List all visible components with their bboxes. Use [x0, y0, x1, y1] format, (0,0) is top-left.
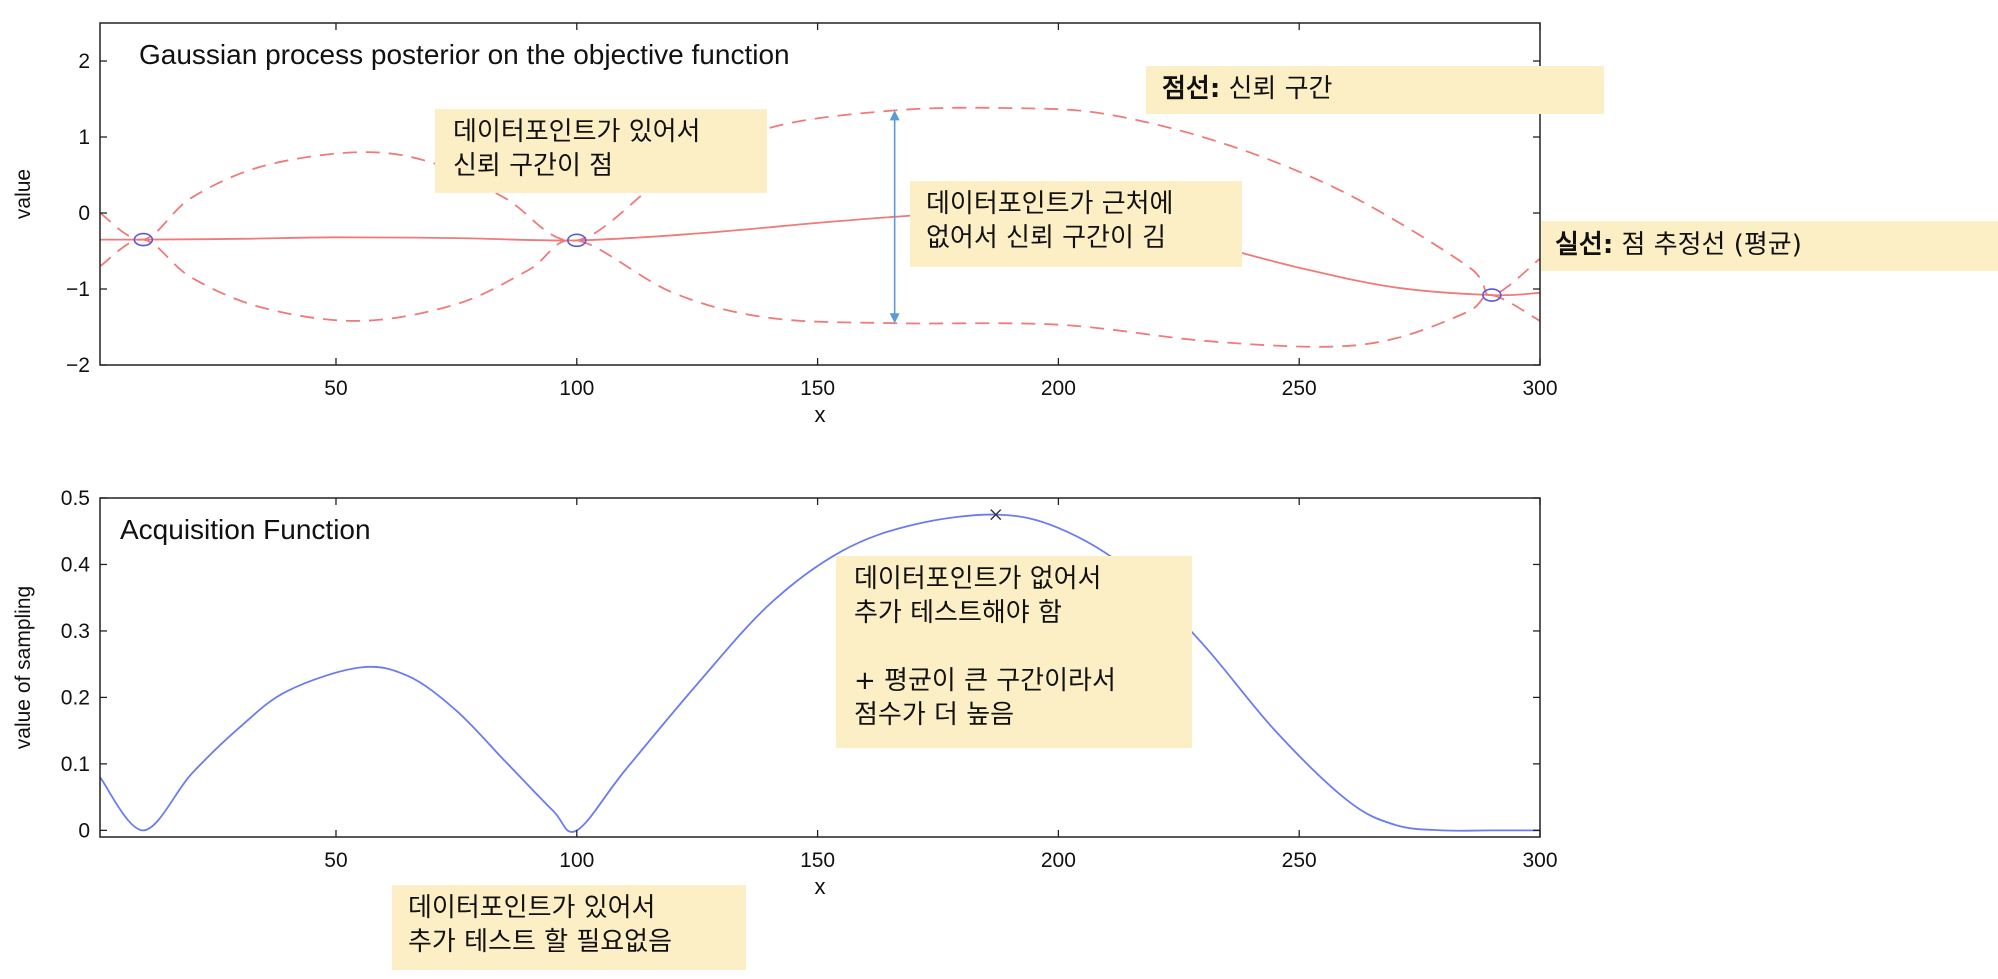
note-line: 데이터포인트가 있어서 — [453, 117, 701, 147]
x-tick-label: 150 — [800, 849, 835, 872]
dashed-line-legend-note: 점선: 신뢰 구간 — [1146, 66, 1604, 114]
x-tick-label: 150 — [800, 377, 835, 400]
y-tick-label: 0.4 — [61, 553, 91, 576]
x-axis-label: x — [815, 874, 826, 899]
note-line: 추가 테스트해야 함 — [854, 598, 1062, 628]
solid-line-legend-note: 실선: 점 추정선 (평균) — [1541, 221, 1998, 271]
note-line: 신뢰 구간이 점 — [453, 151, 614, 181]
y-axis-label: value — [12, 169, 35, 219]
chart-title: Gaussian process posterior on the object… — [139, 39, 790, 70]
solid-legend-bold: 실선: — [1555, 230, 1614, 260]
y-tick-label: 2 — [78, 50, 90, 73]
x-axis-label: x — [815, 402, 826, 427]
x-tick-label: 100 — [559, 849, 594, 872]
series-line-0 — [99, 212, 1541, 297]
chart-title: Acquisition Function — [120, 514, 371, 545]
high-acquisition-note: 데이터포인트가 없어서 추가 테스트해야 함 + 평균이 큰 구간이라서 점수가… — [836, 556, 1192, 748]
y-tick-label: 0 — [78, 202, 90, 225]
x-tick-label: 100 — [559, 377, 594, 400]
axes-frame — [99, 497, 1541, 838]
y-tick-label: 0.1 — [61, 753, 90, 776]
confidence-width-arrow — [889, 110, 900, 324]
confidence-bound-line-2 — [99, 238, 1541, 348]
note-line: 데이터포인트가 없어서 — [854, 564, 1102, 594]
near-data-note: 데이터포인트가 있어서 신뢰 구간이 점 — [435, 109, 767, 193]
dashed-legend-bold: 점선: — [1162, 74, 1221, 104]
dashed-legend-text: 신뢰 구간 — [1228, 74, 1333, 104]
observation-point — [1482, 288, 1502, 302]
note-line: 추가 테스트 할 필요없음 — [408, 927, 672, 957]
note-line: 점수가 더 높음 — [854, 700, 1015, 730]
y-tick-label: 0.3 — [61, 620, 90, 643]
low-acquisition-note: 데이터포인트가 있어서 추가 테스트 할 필요없음 — [392, 885, 746, 970]
maximum-marker-stroke — [990, 509, 1002, 521]
x-tick-label: 50 — [324, 849, 347, 872]
x-tick-label: 300 — [1522, 377, 1557, 400]
note-line: 없어서 신뢰 구간이 김 — [926, 223, 1167, 253]
note-line — [854, 630, 1174, 664]
y-tick-label: −2 — [66, 354, 90, 377]
far-data-note: 데이터포인트가 근처에 없어서 신뢰 구간이 김 — [910, 181, 1242, 267]
confidence-bound-line-1 — [99, 106, 1541, 297]
x-tick-label: 50 — [324, 377, 347, 400]
acquisition-function-chart: 50 100 150 200 250 300 0 0.1 0.2 0.3 0.4 0.5 Acquisi… — [12, 487, 1558, 899]
note-line: 데이터포인트가 근처에 — [926, 189, 1174, 219]
arrow-head-down — [889, 313, 900, 324]
x-tick-label: 200 — [1041, 377, 1076, 400]
y-tick-label: 0 — [78, 819, 90, 842]
x-tick-label: 250 — [1282, 849, 1317, 872]
series-line-0 — [99, 513, 1540, 833]
x-tick-label: 250 — [1282, 377, 1317, 400]
note-line: 데이터포인트가 있어서 — [408, 893, 656, 923]
arrow-head-up — [889, 110, 900, 121]
observation-point — [566, 233, 587, 248]
y-tick-label: 0.2 — [61, 686, 90, 709]
x-tick-label: 300 — [1522, 849, 1557, 872]
y-tick-label: −1 — [66, 278, 90, 301]
y-tick-label: 0.5 — [61, 487, 90, 510]
y-tick-label: 1 — [78, 126, 90, 149]
observation-point — [133, 232, 154, 247]
note-line: + 평균이 큰 구간이라서 — [854, 666, 1116, 696]
maximum-marker — [990, 509, 1002, 521]
solid-legend-text: 점 추정선 (평균) — [1621, 230, 1802, 260]
y-axis-label: value of sampling — [12, 586, 35, 749]
x-tick-label: 200 — [1041, 849, 1076, 872]
axes-frame — [99, 22, 1541, 366]
gp-posterior-chart: 50 100 150 200 250 300 −2 −1 0 1 2 Gaussian process… — [12, 22, 1558, 427]
